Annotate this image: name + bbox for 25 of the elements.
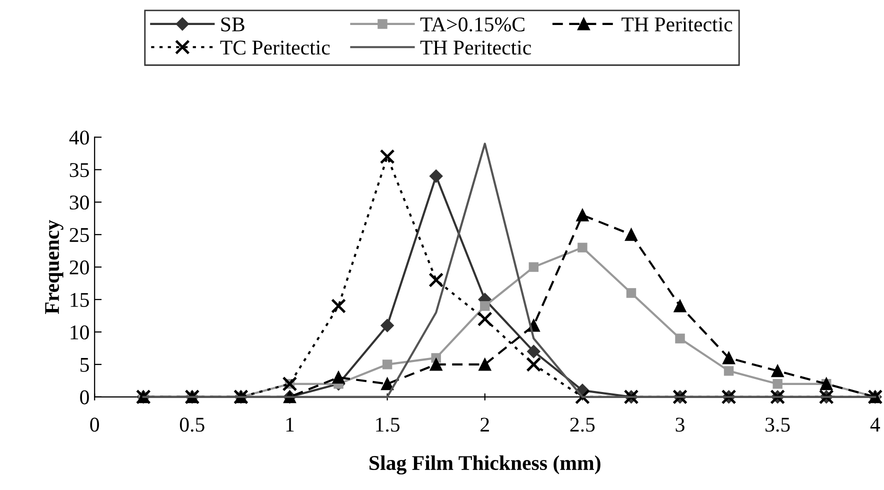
legend-label: TC Peritectic (220, 40, 330, 55)
y-tick-label: 30 (70, 196, 89, 210)
x-tick-label: 0.5 (180, 418, 204, 432)
x-tick-label: 0 (90, 418, 99, 432)
y-tick-label: 15 (70, 292, 89, 307)
y-tick-label: 35 (70, 163, 89, 178)
x-tick-label: 3.5 (766, 418, 790, 432)
legend-label: TA>0.15%C (420, 17, 524, 32)
x-tick-label: 2.5 (570, 418, 595, 432)
x-tick-label: 2 (480, 418, 489, 432)
x-axis-title: Slag Film Thickness (mm) (370, 455, 600, 474)
legend-label: TH Peritectic (622, 17, 732, 32)
y-tick-label: 25 (70, 228, 89, 242)
y-tick-label: 0 (80, 390, 89, 404)
y-axis-title: Frequency (45, 220, 64, 314)
legend-label: SB (221, 17, 244, 32)
legend-label: TH Peritectic (420, 40, 531, 55)
y-tick-label: 20 (70, 260, 89, 274)
x-tick-label: 1 (286, 418, 294, 432)
y-tick-label: 5 (80, 358, 89, 372)
y-tick-label: 10 (70, 325, 89, 340)
x-tick-label: 4 (870, 418, 880, 432)
y-tick-label: 40 (69, 130, 89, 145)
x-tick-label: 1.5 (376, 418, 400, 432)
x-tick-label: 3 (676, 418, 684, 432)
